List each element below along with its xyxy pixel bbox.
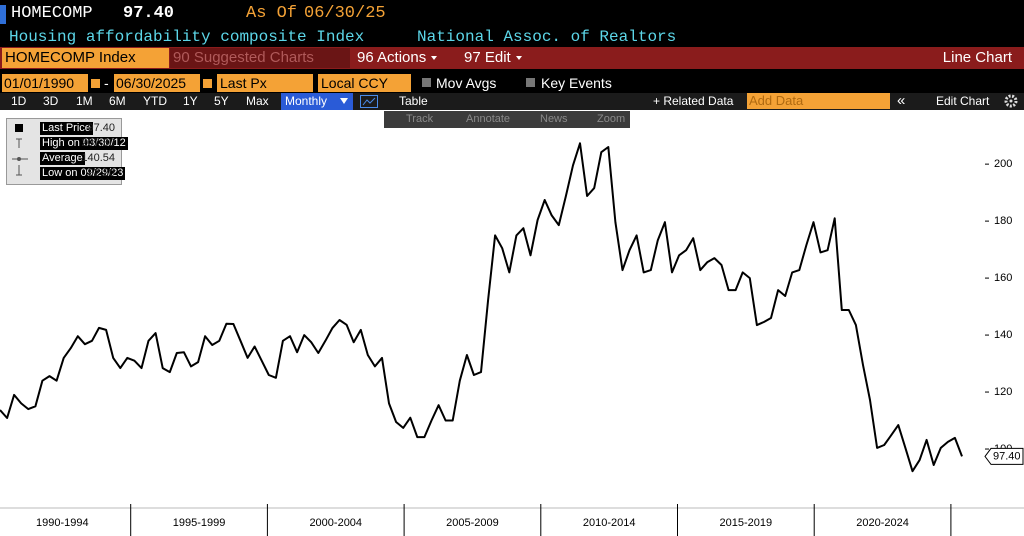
description: Housing affordability composite Index [9,28,365,46]
start-date[interactable]: 01/01/1990 [2,74,88,92]
dropdown [431,56,438,61]
legend: Last Price 97.40 High on 03/30/12 207.30 Ave… [6,118,128,185]
legend-value: 97.40 [87,122,115,134]
x-tick-label: 2000-2004 [309,517,362,529]
period-button[interactable]: 5Y [214,94,229,108]
period-button[interactable]: 3D [43,94,59,108]
related-data[interactable]: + Related Data [653,94,734,108]
marker [0,5,6,24]
y-tick-label: 140 [994,329,1012,341]
legend-value: 207.30 [81,137,115,149]
y-tick-label: 120 [994,386,1012,398]
legend-label: Last Price [40,122,93,135]
legend-icons [12,124,28,176]
tool-button[interactable]: News [540,113,568,125]
frequency-box[interactable] [281,93,353,110]
period-button[interactable]: YTD [143,94,167,108]
code: 96 [357,49,374,66]
period-button[interactable]: 1M [76,94,93,108]
ticker: HOMECOMP [11,4,93,23]
as-of-date: 06/30/25 [304,4,386,23]
legend-label: Low on 09/29/23 [40,167,126,180]
suggested-box[interactable] [170,48,350,68]
calendar-icon[interactable] [202,78,213,89]
period-button[interactable]: 1Y [183,94,198,108]
plot-background [0,110,1024,536]
y-tick-label: 200 [994,158,1012,170]
chart-icon[interactable] [360,95,378,108]
security-box[interactable]: HOMECOMP Index [2,48,169,68]
chart-type: Line Chart [942,49,1012,66]
legend-value: 92.20 [87,167,115,179]
currency[interactable]: Local CCY [318,74,411,92]
code: 97 [464,49,481,66]
source: National Assoc. of Realtors [417,28,677,46]
period-button[interactable]: 6M [109,94,126,108]
tool-button[interactable]: Zoom [597,113,626,125]
tool-bar [384,111,630,128]
dropdown [340,98,348,104]
last-price-tag [984,447,1024,465]
price: 97.40 [123,4,175,23]
x-tick-label: 1995-1999 [173,517,226,529]
dropdown [515,56,522,61]
legend-label: High on 03/30/12 [40,137,128,150]
frequency[interactable]: Monthly [285,94,328,108]
period-button[interactable]: Max [246,94,269,108]
tool-button[interactable]: Track [406,113,434,125]
suggested-charts[interactable]: Suggested Charts [193,49,314,66]
table[interactable]: Table [399,94,428,108]
actions[interactable]: Actions [377,49,427,66]
checkbox[interactable] [422,78,431,87]
x-tick-label: 2020-2024 [856,517,909,529]
calendar-icon[interactable] [90,78,101,89]
x-tick-label: 2015-2019 [720,517,773,529]
x-tick-label: 2010-2014 [583,517,636,529]
chart: 1001201401601802001990-19941995-19992000… [0,110,1024,536]
edit-chart[interactable]: Edit Chart [936,94,990,108]
price-line [0,142,963,473]
add-data[interactable]: Add Data [747,93,890,109]
checkbox[interactable] [526,78,535,87]
legend-value: 140.54 [81,152,115,164]
settings-icon[interactable] [1004,94,1018,108]
end-date[interactable]: 06/30/2025 [114,74,200,92]
as-of-label: As Of [246,4,298,23]
period-button[interactable]: 1D [11,94,27,108]
mov-avgs[interactable]: Mov Avgs [436,75,497,91]
y-tick-label: 180 [994,215,1012,227]
legend-label: Average [40,152,85,165]
x-tick-label: 2005-2009 [446,517,499,529]
key-events[interactable]: Key Events [541,75,612,91]
code: 90 [173,49,190,66]
separator: - [104,75,109,91]
field[interactable]: Last Px [217,74,313,92]
edit[interactable]: Edit [484,49,511,66]
tool-button[interactable]: Annotate [466,113,511,125]
collapse[interactable]: « [897,92,906,109]
last-price-label: 97.40 [993,450,1021,462]
x-tick-label: 1990-1994 [36,517,89,529]
y-tick-label: 160 [994,272,1012,284]
